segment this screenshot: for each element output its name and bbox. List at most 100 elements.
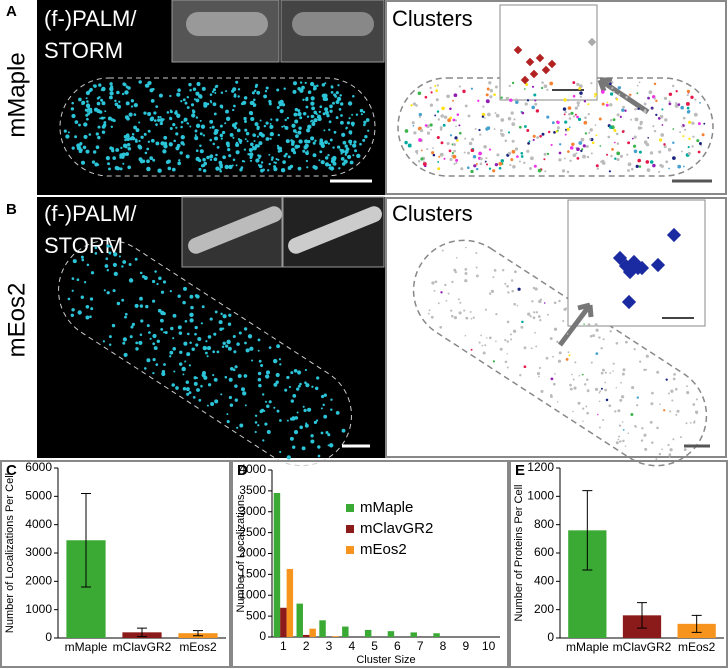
localization	[304, 81, 307, 85]
localization	[540, 86, 544, 90]
localization	[209, 126, 212, 129]
localization	[315, 419, 319, 422]
localization	[239, 423, 244, 428]
localization	[107, 162, 111, 166]
localization	[526, 129, 530, 132]
localization	[415, 104, 418, 107]
localization	[327, 433, 331, 437]
localization	[585, 405, 588, 408]
localization	[330, 159, 335, 164]
localization	[501, 268, 505, 272]
localization	[177, 325, 182, 330]
localization	[212, 374, 215, 377]
localization	[240, 166, 244, 169]
localization	[444, 283, 447, 287]
localization	[412, 124, 415, 127]
localization	[304, 139, 309, 144]
bar	[342, 626, 349, 637]
localization	[97, 125, 101, 129]
localization	[111, 323, 116, 328]
legend-label: mClavGR2	[360, 520, 433, 537]
localization	[676, 409, 680, 413]
localization	[248, 148, 253, 152]
localization	[526, 149, 530, 153]
localization	[304, 151, 308, 155]
localization	[257, 424, 260, 427]
localization	[169, 289, 172, 293]
localization	[650, 402, 654, 406]
localization	[279, 363, 282, 366]
localization	[128, 278, 134, 283]
localization	[258, 154, 262, 158]
localization	[633, 149, 638, 154]
localization	[472, 147, 474, 150]
localization	[568, 354, 571, 357]
localization	[404, 129, 409, 133]
localization	[563, 98, 567, 102]
localization	[440, 114, 444, 118]
localization	[213, 157, 218, 162]
localization	[125, 101, 130, 106]
localization	[515, 98, 518, 101]
localization	[488, 81, 492, 85]
localization	[272, 358, 278, 364]
localization	[685, 101, 690, 106]
localization	[340, 120, 344, 125]
localization	[70, 313, 75, 318]
localization	[347, 154, 352, 160]
localization	[523, 161, 526, 165]
localization	[131, 136, 136, 141]
localization	[477, 99, 480, 102]
localization	[543, 158, 546, 161]
localization	[299, 425, 304, 430]
localization	[169, 109, 172, 112]
localization	[186, 332, 190, 336]
localization	[462, 89, 466, 94]
localization	[363, 123, 366, 127]
localization	[237, 95, 240, 98]
localization	[258, 164, 263, 169]
localization	[523, 125, 527, 128]
localization	[138, 121, 141, 124]
localization	[498, 166, 502, 170]
localization	[209, 154, 214, 159]
localization	[146, 358, 151, 363]
localization	[330, 91, 334, 94]
localization	[288, 385, 292, 389]
localization	[606, 153, 609, 156]
localization	[471, 137, 475, 141]
localization	[130, 105, 134, 108]
localization	[125, 152, 130, 156]
localization	[100, 116, 105, 120]
localization	[299, 382, 302, 386]
localization	[305, 96, 309, 100]
localization	[411, 121, 415, 125]
y-tick-label: 1000	[527, 489, 554, 503]
localization	[499, 129, 503, 132]
localization	[429, 123, 433, 127]
localization	[605, 398, 609, 402]
localization	[89, 315, 92, 318]
cell-widefield	[288, 206, 382, 254]
localization	[322, 112, 326, 116]
localization	[71, 289, 74, 292]
localization	[118, 255, 121, 258]
localization	[302, 111, 307, 116]
x-tick-label: mClavGR2	[613, 640, 672, 654]
localization	[633, 348, 636, 351]
localization	[699, 102, 701, 104]
localization	[658, 170, 661, 173]
y-tick-label: 1000	[25, 602, 52, 616]
localization	[630, 118, 633, 121]
localization	[617, 409, 621, 413]
localization	[633, 135, 637, 139]
localization	[570, 373, 573, 376]
localization	[103, 116, 106, 119]
localization	[511, 122, 516, 126]
localization	[455, 158, 459, 162]
localization	[590, 152, 593, 155]
localization	[299, 81, 303, 84]
localization	[213, 332, 217, 336]
localization	[101, 86, 106, 92]
